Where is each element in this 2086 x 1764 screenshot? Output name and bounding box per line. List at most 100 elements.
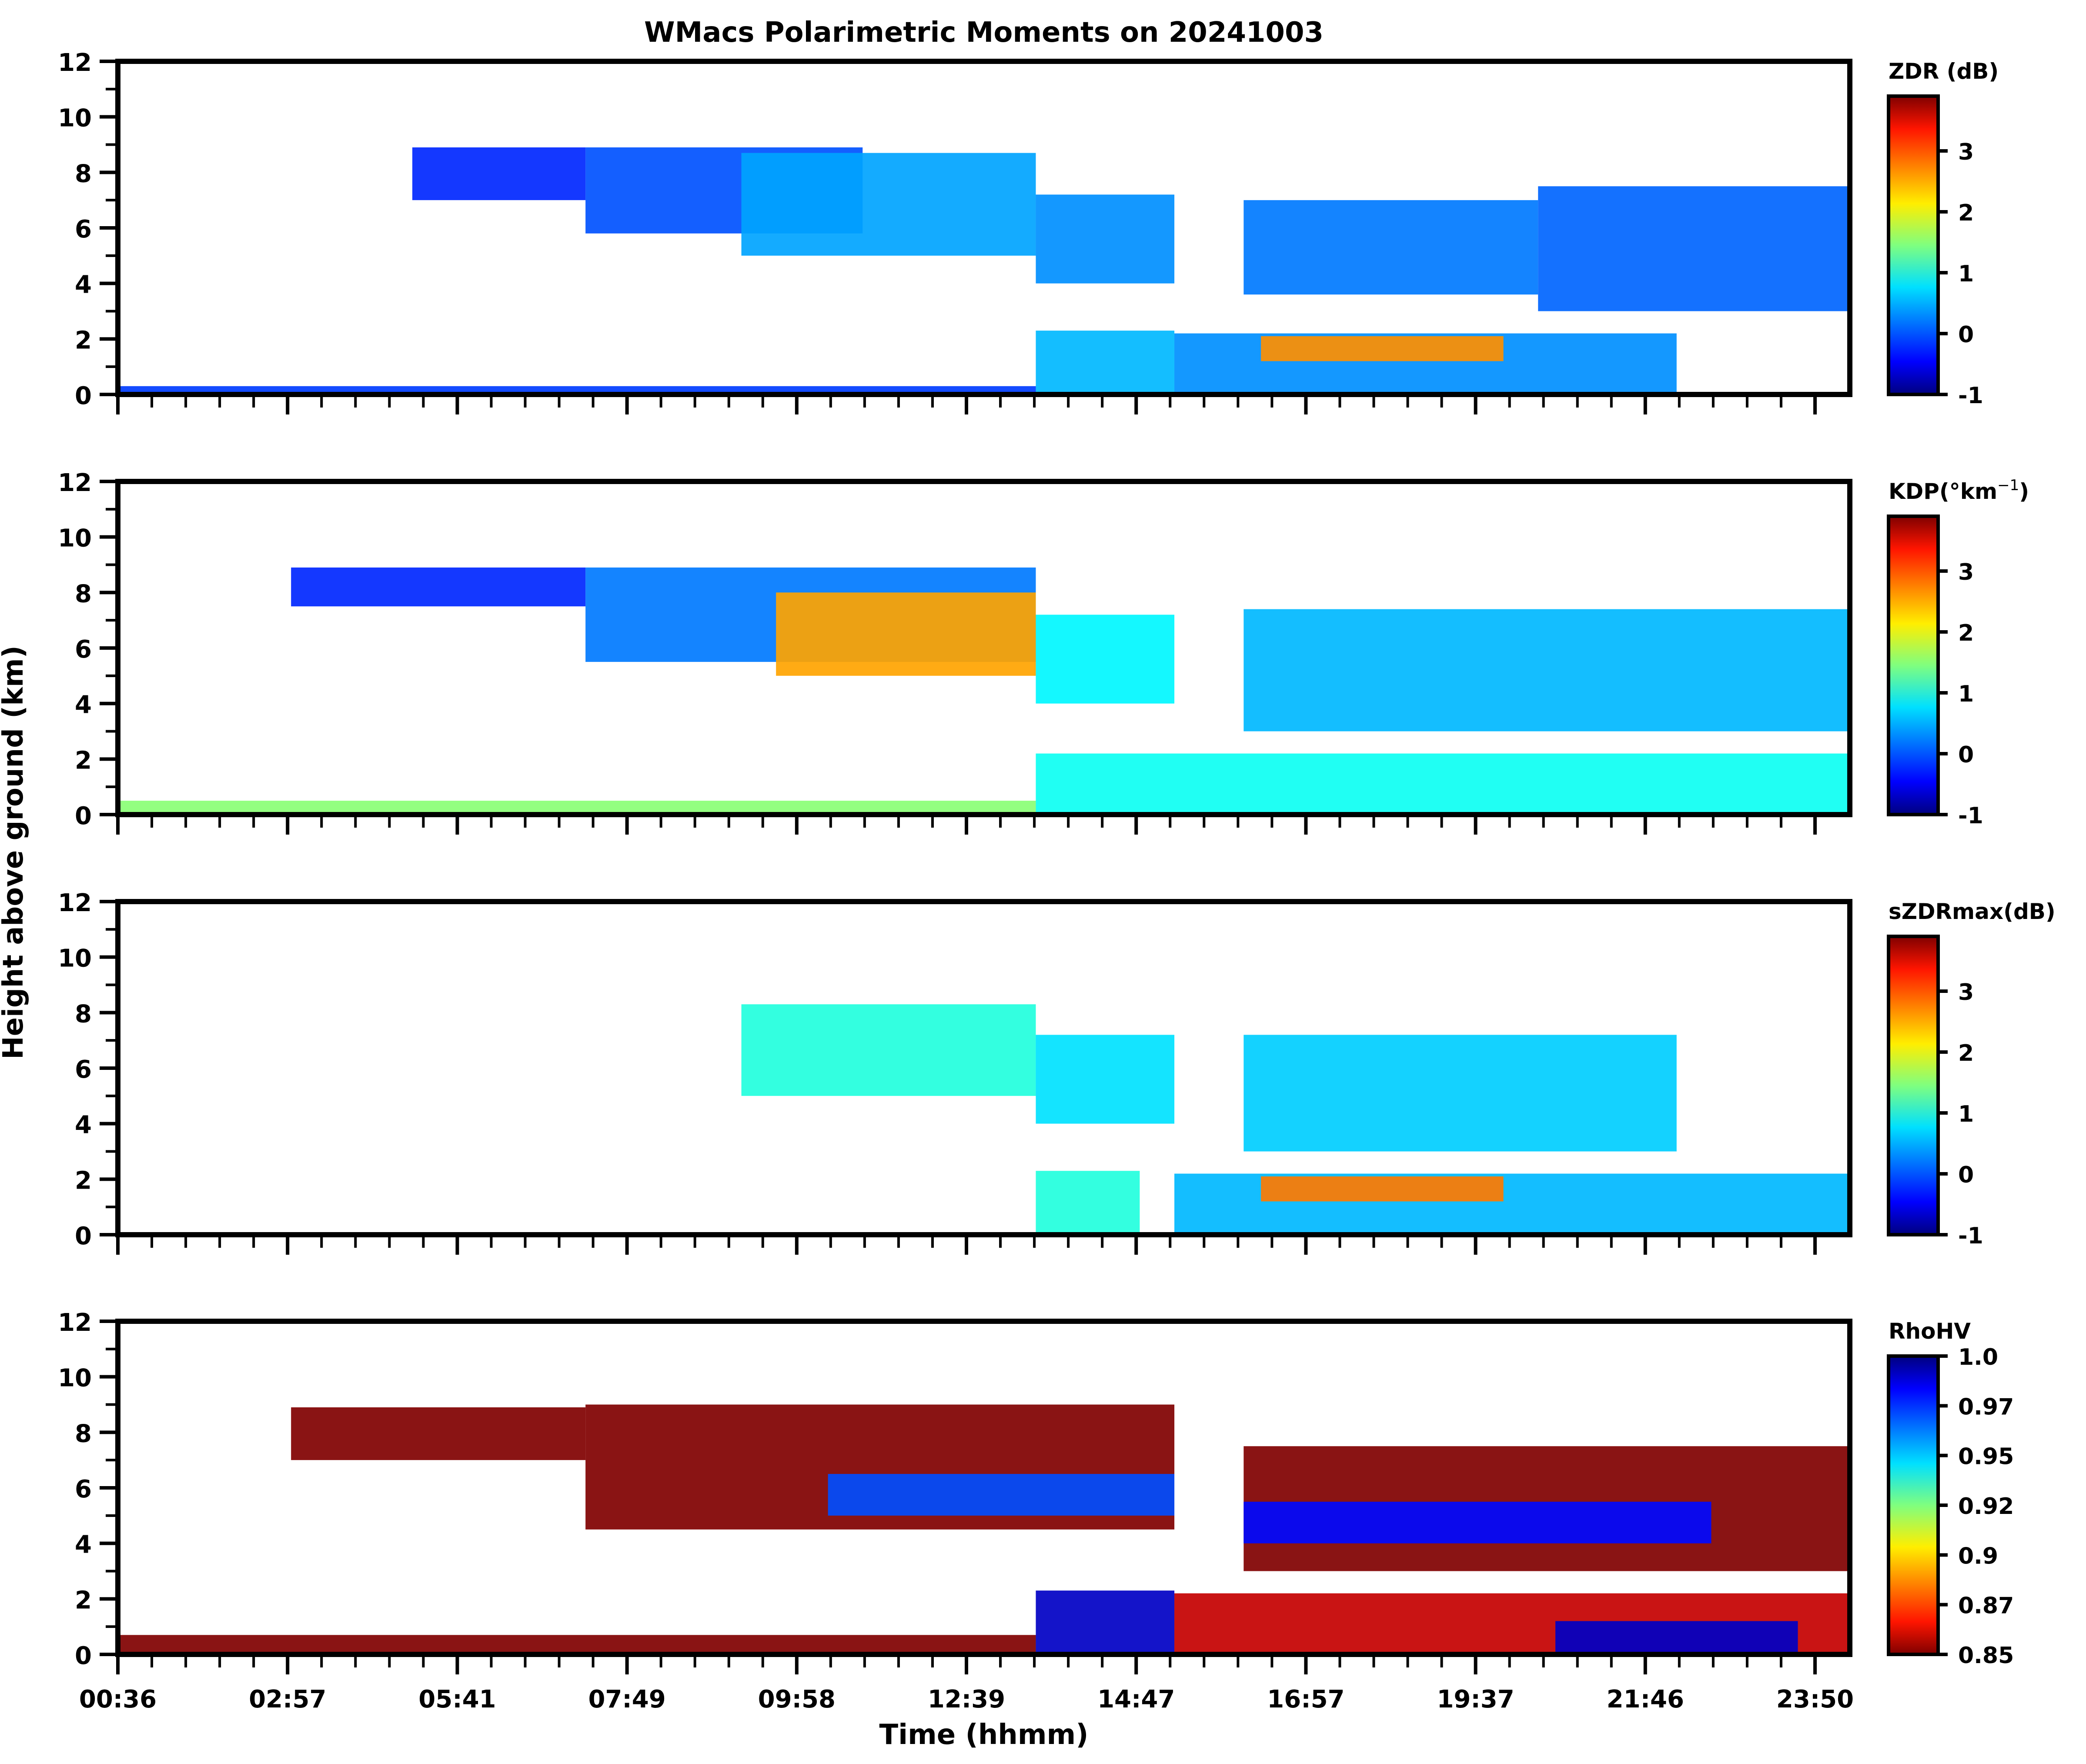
y-axis-label: Height above ground (km) [0,645,30,1059]
colorbar-tick-label: 0 [1958,322,1974,348]
y-tick-label: 10 [58,1364,92,1393]
y-tick-label: 10 [58,525,92,553]
colorbar-tick-label: 0 [1958,742,1974,768]
y-tick-label: 8 [75,1000,92,1028]
y-tick-label: 8 [75,160,92,188]
y-tick-label: 6 [75,635,92,664]
x-tick-label: 07:49 [588,1685,665,1714]
colorbar-tick-label: 0.95 [1958,1444,2014,1470]
y-tick-label: 8 [75,1420,92,1448]
y-tick-label: 8 [75,580,92,608]
echo-region [1244,1502,1711,1544]
echo-region [828,1474,1174,1516]
echo-region [118,1635,1036,1654]
colorbar-tick-label: -1 [1958,383,1983,409]
y-tick-label: 6 [75,215,92,244]
panel-rhohv: 0 2 4 6 8 10 12 00:36 02:57 05:41 07:49 09:58 12:39 1… [58,1309,2014,1714]
colorbar [1889,516,1938,815]
echo-region [1261,1176,1503,1201]
colorbar-tick-label: -1 [1958,1223,1983,1249]
y-tick-label: 0 [75,1222,92,1250]
colorbar-tick-label: 3 [1958,559,1974,585]
y-tick-label: 2 [75,1586,92,1614]
colorbar-tick-label: 3 [1958,979,1974,1006]
colorbar-label: KDP(°km−1) [1889,477,2029,504]
colorbar-tick-label: 2 [1958,200,1974,226]
colorbar-tick-label: 1 [1958,261,1974,287]
x-tick-label: 16:57 [1267,1685,1344,1714]
echo-region [1036,1590,1174,1654]
echo-region [1036,331,1174,394]
colorbar-label-superscript: −1 [1997,477,2019,494]
x-tick-label: 14:47 [1097,1685,1175,1714]
y-tick-label: 12 [58,49,92,77]
echo-region [1555,1621,1798,1654]
x-tick-label: 09:58 [758,1685,836,1714]
colorbar-tick-label: 3 [1958,139,1974,165]
colorbar [1889,96,1938,394]
echo-region [1244,609,1850,732]
echo-region [291,568,585,606]
colorbar-tick-label: 0 [1958,1162,1974,1188]
echo-region [291,1407,585,1460]
y-tick-label: 12 [58,889,92,917]
y-tick-label: 10 [58,104,92,133]
x-tick-label: 12:39 [928,1685,1005,1714]
echo-region [1244,1035,1677,1151]
x-axis-label: Time (hhmm) [879,1719,1089,1751]
y-tick-label: 2 [75,326,92,354]
echo-region [1036,1035,1174,1123]
y-tick-label: 12 [58,1309,92,1337]
y-tick-label: 12 [58,469,92,497]
colorbar-label: RhoHV [1889,1319,1971,1344]
echo-region [776,592,1036,676]
y-tick-label: 4 [75,691,92,719]
x-tick-label: 05:41 [418,1685,496,1714]
colorbar-tick-label: 1.0 [1958,1344,1998,1370]
echo-region [412,147,585,200]
echo-region [1538,186,1850,311]
chart-title: WMacs Polarimetric Moments on 20241003 [644,17,1324,49]
colorbar-tick-label: 0.97 [1958,1394,2014,1420]
colorbar-tick-label: 1 [1958,1101,1974,1127]
y-tick-label: 2 [75,746,92,775]
colorbar-tick-label: 1 [1958,681,1974,707]
echo-region [1261,336,1503,361]
colorbar-tick-label: 0.92 [1958,1493,2014,1520]
y-tick-label: 6 [75,1056,92,1084]
colorbar [1889,1356,1938,1654]
echo-region [1036,194,1174,283]
y-tick-label: 0 [75,802,92,830]
colorbar [1889,936,1938,1235]
y-tick-label: 2 [75,1166,92,1195]
colorbar-tick-label: 2 [1958,1040,1974,1066]
x-tick-label: 00:36 [79,1685,157,1714]
echo-region [1036,754,1850,815]
y-tick-label: 4 [75,1531,92,1559]
echo-region [1244,200,1538,294]
echo-region [1036,1171,1140,1235]
y-tick-label: 4 [75,271,92,299]
colorbar-tick-label: 0.9 [1958,1543,1998,1569]
y-tick-label: 10 [58,945,92,973]
y-tick-label: 0 [75,1642,92,1670]
x-tick-label: 23:50 [1776,1685,1854,1714]
echo-region [1036,615,1174,703]
colorbar-tick-label: 0.85 [1958,1643,2014,1669]
colorbar-tick-label: 2 [1958,620,1974,646]
y-tick-label: 0 [75,382,92,410]
colorbar-tick-label: -1 [1958,803,1983,829]
colorbar-label-end: ) [2019,479,2029,504]
colorbar-tick-label: 0.87 [1958,1593,2014,1619]
x-tick-label: 21:46 [1607,1685,1684,1714]
y-tick-label: 4 [75,1111,92,1139]
colorbar-label: sZDRmax(dB) [1889,899,2056,924]
x-tick-label: 19:37 [1437,1685,1514,1714]
y-tick-label: 6 [75,1475,92,1503]
colorbar-label: ZDR (dB) [1889,59,1999,84]
echo-region [742,1004,1036,1096]
